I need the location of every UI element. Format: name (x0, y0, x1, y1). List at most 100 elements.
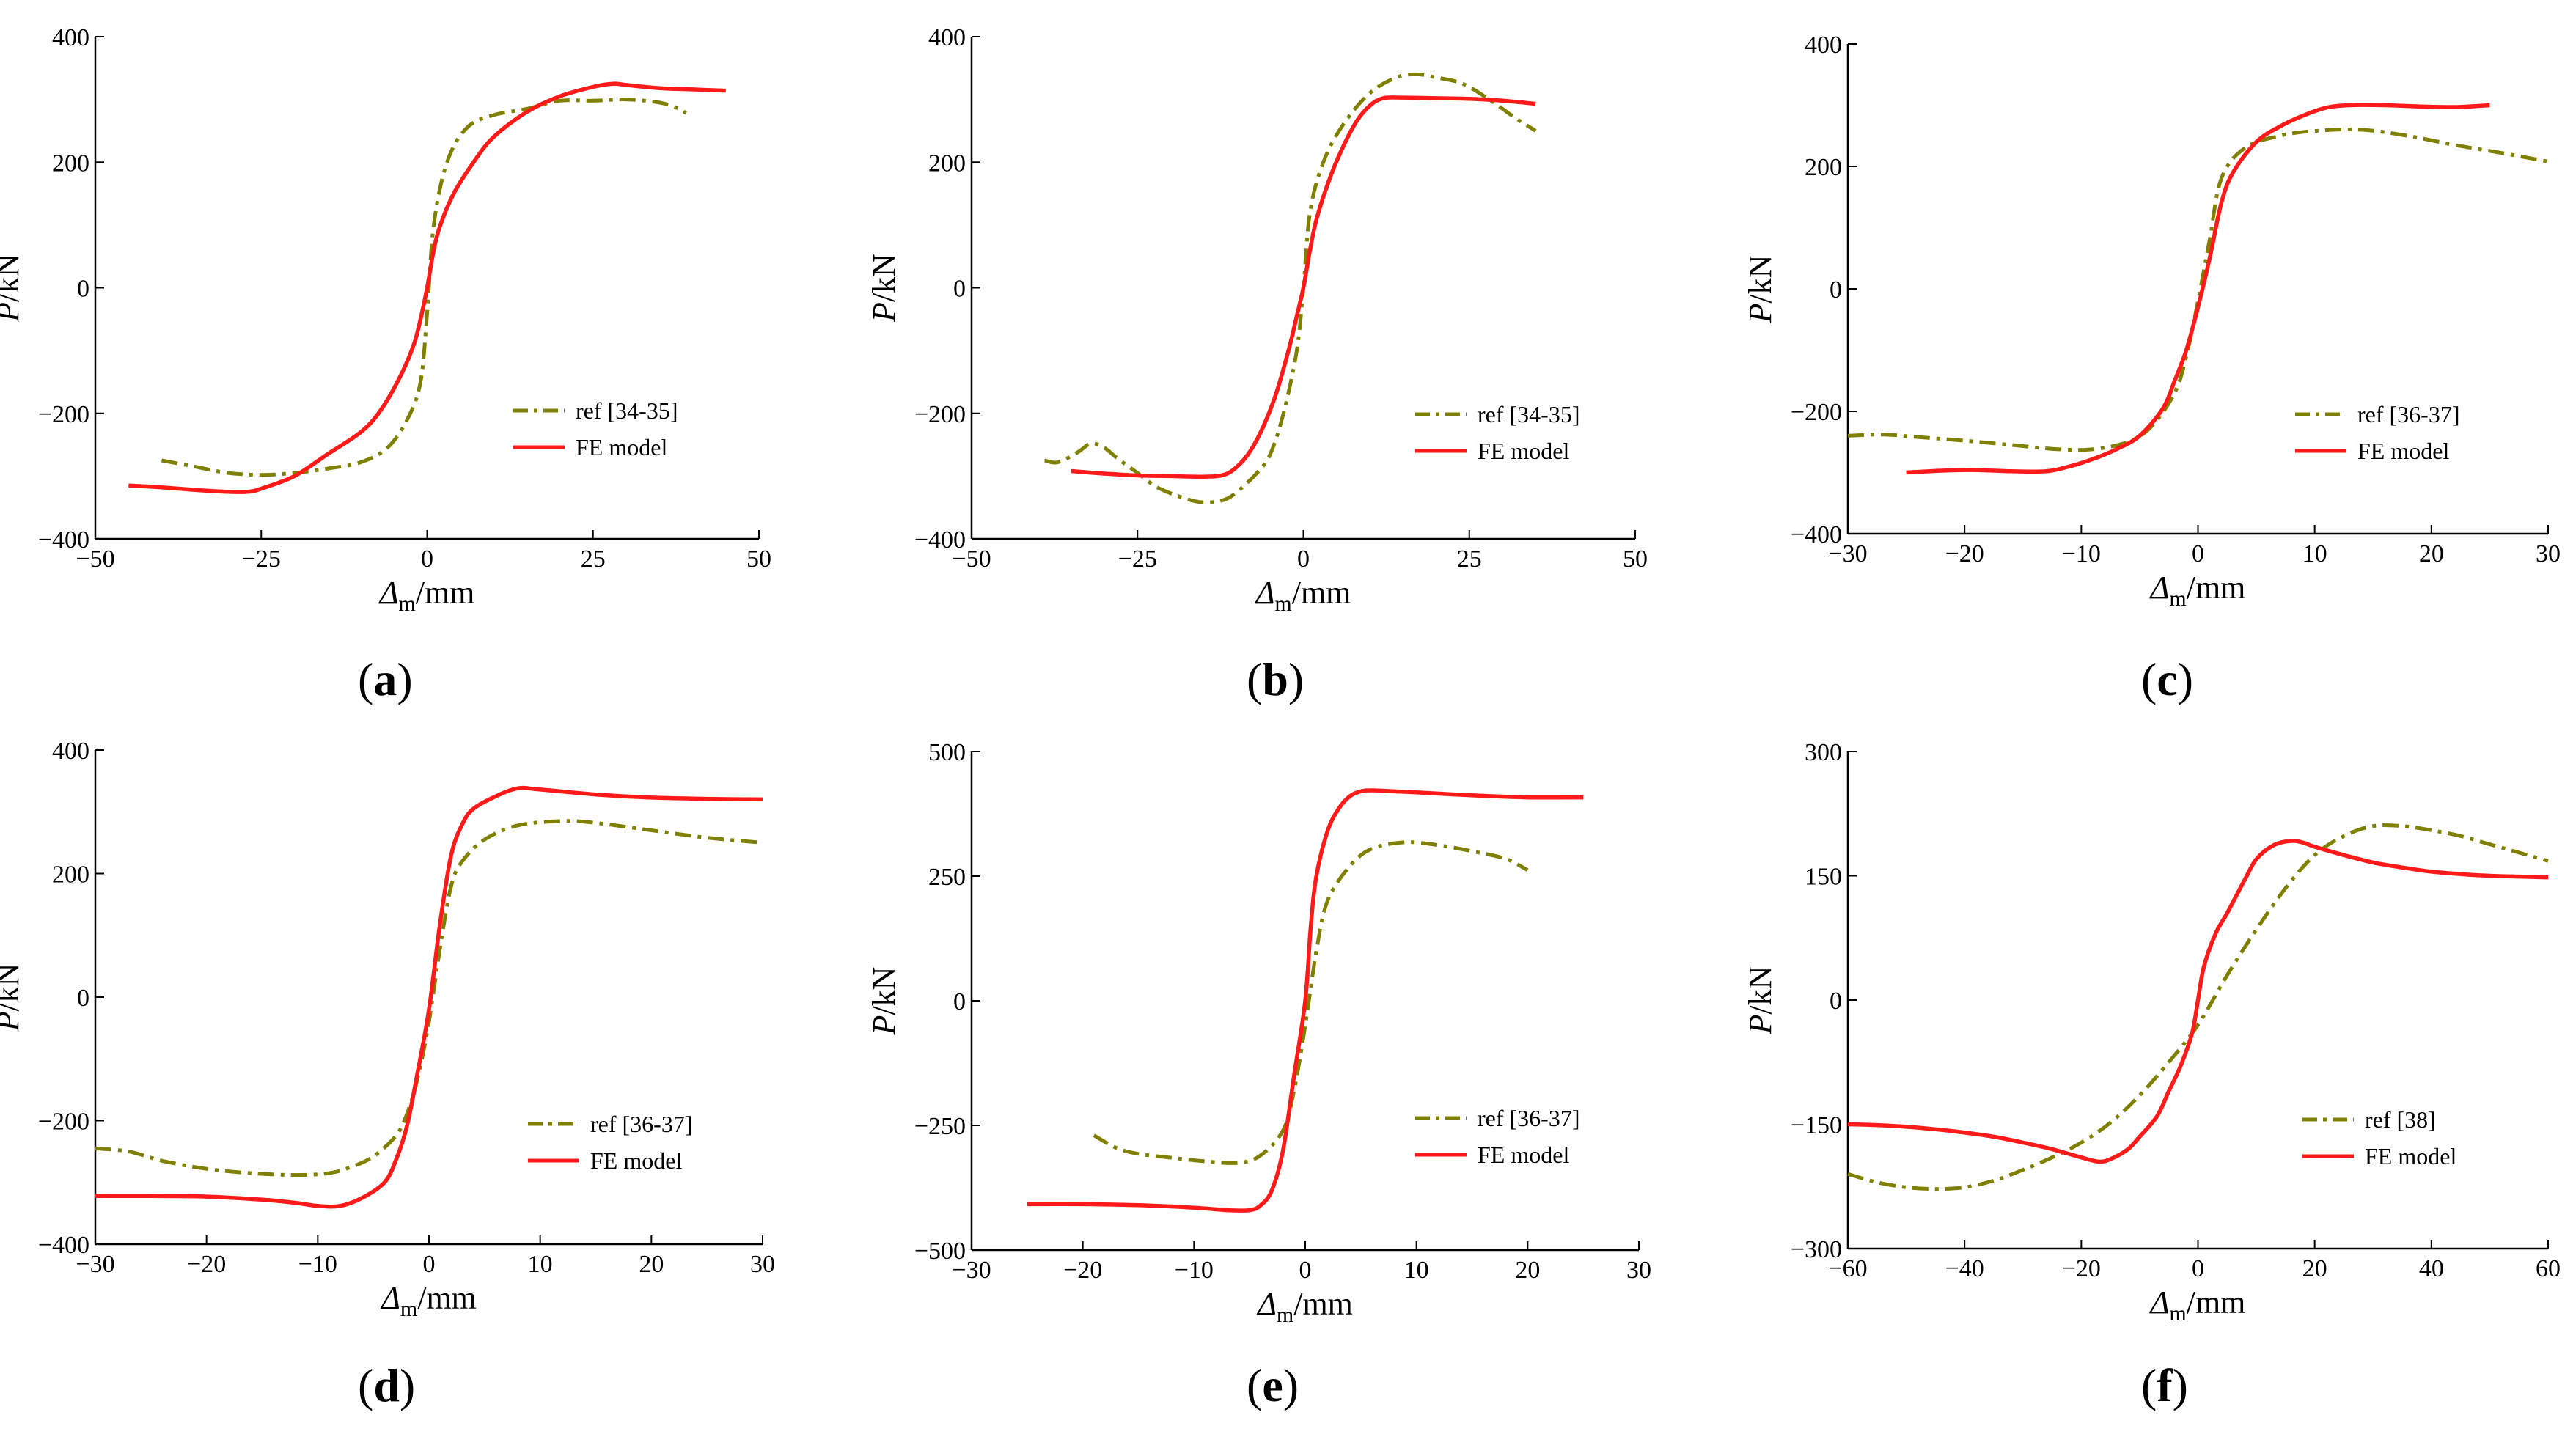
panel-d-y-tick-label: 0 (77, 985, 89, 1012)
panel-c-legend-label: ref [36-37] (2357, 401, 2459, 427)
panel-c-x-tick-label: −20 (1945, 540, 1984, 567)
panel-e-x-tick-label: 30 (1626, 1257, 1651, 1284)
panel-f-letter: f (2157, 1359, 2173, 1411)
panel-f-x-tick-label: −40 (1945, 1255, 1984, 1282)
panel-b-y-tick-label: 200 (928, 150, 966, 177)
panel-c-series-fe-model (1906, 103, 2490, 475)
panel-b-legend-label: FE model (1478, 438, 1569, 464)
panel-f-y-tick-label: 150 (1805, 864, 1842, 891)
panel-b-legend-label: ref [34-35] (1478, 401, 1579, 427)
panel-d-x-tick-label: 10 (528, 1251, 553, 1278)
panel-f-legend-label: ref [38] (2365, 1106, 2436, 1133)
panel-c-x-tick-label: −30 (1828, 540, 1867, 567)
panel-d-chart: −30 −20 −10 0 10 20 30 −400 −200 0 200 400 Δm/mm P/kN… (0, 738, 775, 1321)
panel-e-y-tick-label: 0 (953, 988, 966, 1015)
panel-e-x-tick-label: −10 (1175, 1257, 1214, 1284)
panel-b-x-axis-title: Δm/mm (1255, 575, 1351, 616)
panel-d-y-tick-label: 200 (52, 861, 89, 889)
panel-a-caption: (a) (358, 653, 413, 705)
panel-c-x-tick-label: 20 (2419, 540, 2444, 567)
panel-e-y-tick-label: 500 (928, 739, 966, 766)
panel-c-y-tick-label: 200 (1805, 154, 1842, 181)
panel-a-x-tick-label: 25 (581, 545, 606, 573)
panel-e-x-tick-label: −20 (1063, 1257, 1102, 1284)
panel-f-y-tick-label: −300 (1791, 1236, 1842, 1263)
panel-e-x-tick-label: 0 (1299, 1257, 1312, 1284)
panel-b-y-tick-label: −200 (914, 401, 966, 428)
panel-f-y-tick-label: −150 (1791, 1112, 1842, 1139)
panel-e-series-ref (1093, 840, 1529, 1165)
panel-a-chart: −50 −25 0 25 50 −400 −200 0 200 400 Δm/mm P/kN ref [… (0, 24, 771, 616)
panel-c-legend-label: FE model (2357, 438, 2449, 464)
panel-c-x-tick-label: 0 (2192, 540, 2204, 567)
panel-e-legend-label: ref [36-37] (1478, 1105, 1579, 1131)
panel-e-x-tick-label: −30 (952, 1257, 991, 1284)
panel-f-series-ref (1847, 823, 2549, 1191)
panel-b-letter: b (1262, 653, 1288, 705)
panel-e-series-fe-model (1027, 788, 1584, 1213)
panel-b-y-tick-label: 400 (928, 24, 966, 51)
panel-b-x-tick-label: −25 (1118, 545, 1157, 573)
panel-b-x-tick-label: 25 (1457, 545, 1482, 573)
panel-d-letter: d (373, 1359, 400, 1411)
panel-d-series-fe-model (95, 785, 763, 1209)
panel-f-y-axis-title: P/kN (1742, 966, 1778, 1035)
panel-c-x-tick-label: 10 (2302, 540, 2327, 567)
panel-b-y-tick-label: −400 (914, 526, 966, 554)
panel-d-x-tick-label: 20 (639, 1251, 664, 1278)
panel-d-x-tick-label: −10 (298, 1251, 337, 1278)
panel-c-x-tick-label: −10 (2062, 540, 2101, 567)
panel-b-x-tick-label: 0 (1297, 545, 1310, 573)
panel-e-y-tick-label: −250 (914, 1113, 966, 1140)
panel-e-y-tick-label: −500 (914, 1238, 966, 1265)
panel-a-legend-label: FE model (576, 434, 667, 460)
panel-d-caption: (d) (358, 1359, 416, 1411)
panel-a-x-tick-label: −25 (242, 545, 281, 573)
panel-c-y-tick-label: −400 (1791, 521, 1842, 548)
panel-a-x-tick-label: 0 (421, 545, 433, 573)
panel-a-legend-label: ref [34-35] (576, 397, 678, 424)
panel-b-series-ref (1044, 72, 1537, 504)
panel-c-y-tick-label: −200 (1791, 399, 1842, 426)
panel-d-x-tick-label: 30 (750, 1251, 775, 1278)
panel-f-series-fe-model (1847, 839, 2549, 1164)
panel-a-letter: a (373, 653, 397, 705)
panel-c-y-tick-label: 400 (1805, 32, 1842, 59)
panel-f-x-tick-label: −20 (2062, 1255, 2101, 1282)
panel-f-x-tick-label: 0 (2192, 1255, 2204, 1282)
panel-e-legend-label: FE model (1478, 1142, 1569, 1168)
panel-d-x-tick-label: 0 (423, 1251, 436, 1278)
panel-b-x-tick-label: −50 (952, 545, 991, 573)
panel-d-legend-label: ref [36-37] (590, 1111, 692, 1137)
panel-f-y-tick-label: 0 (1830, 988, 1842, 1015)
panel-f-chart: −60 −40 −20 0 20 40 60 −300 −150 0 150 300 Δm/mm P/kN… (1742, 739, 2561, 1326)
panel-f-x-axis-title: Δm/mm (2149, 1285, 2246, 1326)
panel-f-legend-label: FE model (2365, 1143, 2456, 1169)
panel-c-chart: −30 −20 −10 0 10 20 30 −400 −200 0 200 400 Δm/mm P/kN… (1742, 32, 2561, 611)
panel-e-y-tick-label: 250 (928, 864, 966, 891)
panel-d-x-axis-title: Δm/mm (380, 1280, 477, 1321)
panel-c-y-axis-title: P/kN (1742, 255, 1778, 324)
panel-b-x-tick-label: 50 (1623, 545, 1648, 573)
panel-e-x-axis-title: Δm/mm (1256, 1286, 1353, 1327)
panel-c-y-tick-label: 0 (1830, 276, 1842, 304)
panel-a-x-tick-label: −50 (76, 545, 114, 573)
panel-d-y-tick-label: −400 (38, 1232, 89, 1259)
panel-c-caption: (c) (2141, 653, 2194, 705)
panel-a-y-tick-label: 200 (52, 150, 89, 177)
panel-a-series-fe-model (128, 81, 726, 494)
panel-e-caption: (e) (1247, 1359, 1299, 1411)
panel-d-legend-label: FE model (590, 1147, 682, 1174)
panel-f-caption: (f) (2141, 1359, 2188, 1411)
panel-e-chart: −30 −20 −10 0 10 20 30 −500 −250 0 250 500 Δm/mm P/kN… (866, 739, 1651, 1327)
panel-c-letter: c (2157, 653, 2178, 705)
panel-a-y-axis-title: P/kN (0, 254, 26, 323)
panel-a-y-tick-label: 0 (77, 276, 89, 303)
panel-a-x-axis-title: Δm/mm (378, 575, 475, 616)
panel-f-x-tick-label: 40 (2419, 1255, 2444, 1282)
panel-f-x-tick-label: −60 (1828, 1255, 1867, 1282)
panel-d-y-tick-label: −200 (38, 1109, 89, 1136)
panel-d-x-tick-label: −20 (187, 1251, 226, 1278)
panel-e-y-axis-title: P/kN (866, 967, 902, 1036)
